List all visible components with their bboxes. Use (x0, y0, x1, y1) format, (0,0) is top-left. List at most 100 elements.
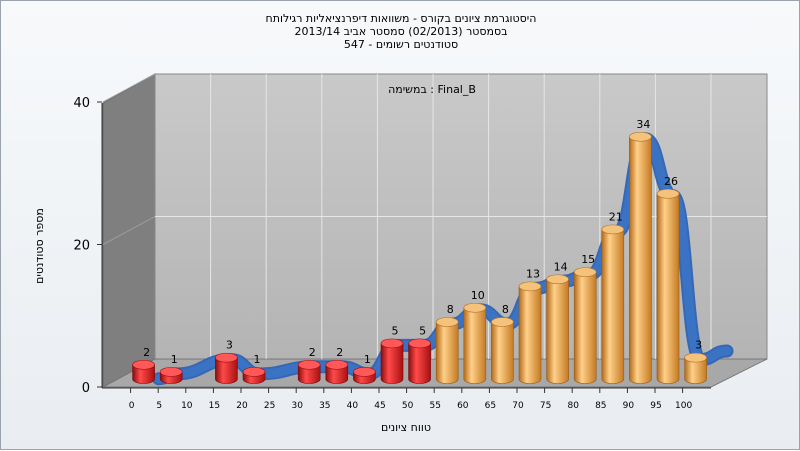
bar-body (684, 357, 707, 384)
y-tick-label: 0 (82, 381, 90, 396)
bar-value-label: 5 (419, 324, 426, 337)
bar-body (518, 286, 542, 384)
bar (380, 338, 404, 384)
bar-body (491, 321, 514, 384)
bar-value-label: 21 (609, 210, 623, 223)
bar-cap (601, 224, 625, 235)
bar-value-label: 34 (636, 118, 650, 131)
y-tick-label: 40 (73, 96, 90, 111)
bar (408, 338, 431, 384)
bar-value-label: 3 (226, 339, 233, 352)
bar-body (380, 343, 404, 384)
x-tick-label: 70 (512, 401, 524, 411)
chart-title-line3: סטודנטים רשומים - 547 (343, 38, 459, 51)
bar (215, 352, 238, 384)
gridline-h-side (102, 73, 156, 103)
chart-title-line2: בסמסטר (02/2013) סמסטר אביב 2013/14 (294, 25, 508, 38)
x-tick-label: 5 (156, 401, 162, 411)
bar-cap (463, 302, 487, 313)
x-tick-label: 30 (291, 401, 303, 411)
bar-body (656, 193, 680, 384)
bar-body (215, 357, 238, 384)
x-tick-label: 100 (675, 401, 692, 411)
bar-value-label: 26 (664, 175, 678, 188)
x-tick-label: 55 (429, 401, 440, 411)
bar-body (573, 271, 597, 384)
gridline-h-side (102, 216, 156, 245)
bar-body (297, 364, 321, 384)
bar-cap (242, 367, 266, 377)
bar-cap (408, 338, 431, 349)
bar (463, 302, 487, 384)
bar (573, 267, 597, 384)
bar-cap (297, 359, 321, 370)
x-axis-ticks: 0 5 10 15 20 25 30 35 40 45 50 55 60 65 70 75 80 85 90 95 10… (129, 388, 692, 411)
bar-value-label: 8 (502, 303, 509, 316)
bar-body (546, 278, 569, 384)
bar-body (463, 307, 487, 384)
bar-body (601, 229, 625, 384)
bar (435, 317, 459, 384)
bar-series (132, 131, 707, 384)
x-tick-label: 10 (181, 401, 193, 411)
x-tick-label: 50 (402, 401, 414, 411)
chart-titles: היסטוגרמת ציונים בקורס - משוואות דיפרנצי… (1, 12, 800, 51)
bar (518, 281, 542, 384)
x-tick-label: 15 (209, 401, 220, 411)
x-axis-title: טווח ציונים (381, 421, 431, 434)
bar-value-label: 10 (471, 289, 485, 302)
bar (629, 131, 652, 384)
bar-value-label: 1 (364, 353, 371, 366)
chart-annotation: במשימה : Final_B (388, 83, 476, 96)
bar-value-label: 2 (143, 346, 150, 359)
bar (546, 274, 569, 384)
bar (132, 359, 155, 384)
y-axis-title: מספר סטודנטים (33, 208, 46, 284)
x-tick-label: 45 (374, 401, 385, 411)
bar-cap (380, 338, 404, 349)
bar-value-label: 2 (309, 346, 316, 359)
bar-body (629, 136, 652, 384)
bar (297, 359, 321, 384)
bar-cap (684, 352, 707, 363)
x-tick-label: 80 (567, 401, 579, 411)
bar (325, 359, 349, 384)
bar-cap (546, 274, 569, 285)
y-axis-ticks: 0 20 40 (73, 96, 102, 396)
bar-cap (132, 359, 155, 370)
x-tick-label: 90 (623, 401, 635, 411)
bar-cap (325, 359, 349, 370)
y-tick-label: 20 (73, 239, 90, 254)
bar-value-label: 15 (581, 253, 595, 266)
bar (353, 367, 376, 384)
bar-value-label: 1 (171, 353, 178, 366)
bar-cap (518, 281, 542, 292)
bar-cap (491, 317, 514, 327)
bar (242, 367, 266, 384)
bar-value-label: 2 (336, 346, 343, 359)
bar-body (132, 364, 155, 384)
x-tick-label: 35 (319, 401, 330, 411)
x-tick-label: 95 (650, 401, 661, 411)
bar-body (408, 343, 431, 384)
chart-title-line1: היסטוגרמת ציונים בקורס - משוואות דיפרנצי… (265, 12, 537, 25)
bar-cap (573, 267, 597, 277)
x-tick-label: 65 (485, 401, 496, 411)
x-tick-label: 25 (264, 401, 275, 411)
bar-value-label: 3 (695, 339, 702, 352)
x-tick-label: 85 (595, 401, 606, 411)
bar (656, 188, 680, 384)
bar-cap (215, 352, 238, 363)
bar-value-label: 1 (254, 353, 261, 366)
bar-cap (656, 188, 680, 199)
x-tick-label: 40 (347, 401, 359, 411)
bar (601, 224, 625, 384)
bar-cap (353, 367, 376, 377)
bar (684, 352, 707, 384)
bar (491, 317, 514, 384)
bar-value-label: 5 (392, 324, 399, 337)
bar-cap (159, 367, 183, 377)
